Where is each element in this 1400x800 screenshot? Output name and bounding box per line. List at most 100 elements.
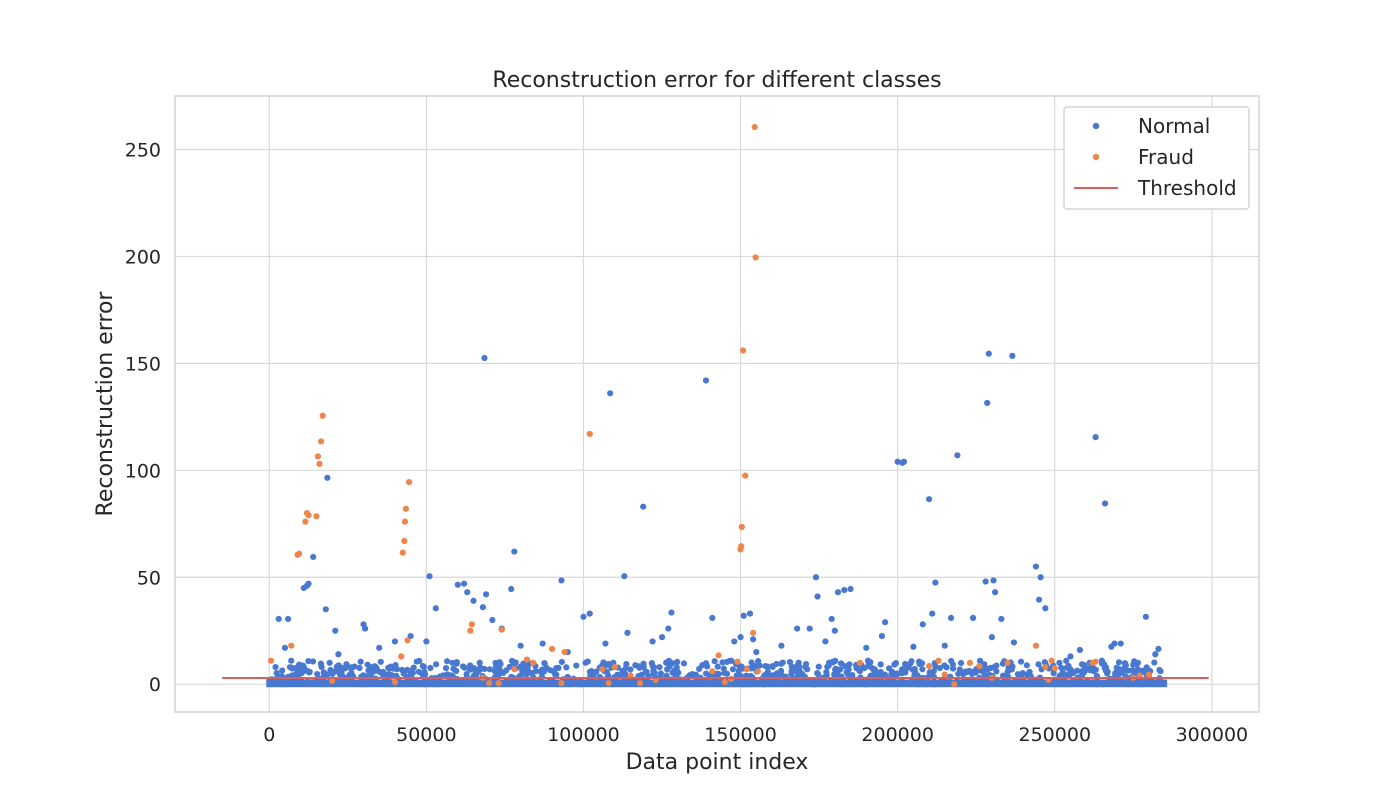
normal-point (806, 625, 813, 632)
normal-point (299, 680, 306, 687)
normal-point (1122, 660, 1129, 668)
normal-point (991, 589, 999, 596)
normal-point (1061, 677, 1069, 685)
normal-point (749, 665, 756, 672)
normal-point (1131, 658, 1138, 665)
normal-point (332, 627, 339, 634)
normal-point (919, 621, 926, 628)
normal-point (814, 593, 821, 600)
fraud-point (401, 518, 409, 525)
fraud-point (302, 518, 309, 525)
normal-point (1092, 434, 1099, 441)
normal-point (1067, 653, 1074, 660)
normal-point (408, 667, 415, 674)
normal-point (380, 668, 387, 676)
normal-point (1100, 681, 1107, 688)
normal-point (985, 350, 992, 357)
normal-point (740, 680, 747, 687)
normal-point (889, 677, 896, 684)
normal-point (898, 667, 905, 674)
normal-point (326, 659, 333, 666)
normal-point (508, 585, 515, 593)
normal-point (1023, 662, 1030, 669)
normal-points (272, 350, 1162, 671)
normal-point (656, 664, 663, 671)
normal-point (1152, 651, 1159, 658)
normal-point (900, 458, 908, 465)
x-tick-label: 50000 (396, 724, 456, 746)
normal-point (272, 677, 279, 685)
fraud-point (495, 680, 502, 687)
normal-point (1074, 667, 1081, 674)
normal-point (957, 659, 965, 667)
normal-point (737, 634, 744, 641)
normal-point (1056, 659, 1063, 666)
normal-point (607, 390, 614, 397)
fraud-point (856, 659, 864, 666)
normal-point (802, 663, 809, 671)
normal-point (1115, 659, 1123, 666)
normal-point (982, 578, 989, 585)
normal-point (832, 666, 839, 674)
normal-point (506, 680, 513, 687)
y-tick-label: 250 (125, 139, 161, 161)
normal-point (1002, 679, 1010, 687)
normal-point (925, 496, 933, 503)
normal-point (1017, 658, 1025, 665)
normal-point (1065, 662, 1072, 670)
normal-point (404, 678, 411, 685)
fraud-point (1004, 659, 1011, 666)
fraud-point (1051, 665, 1058, 672)
fraud-point (405, 478, 413, 486)
normal-point (482, 591, 490, 598)
normal-point (765, 679, 772, 687)
normal-point (788, 671, 795, 678)
fraud-point (314, 453, 322, 460)
normal-point (814, 669, 821, 677)
y-tick-label: 150 (125, 353, 161, 375)
x-tick-label: 150000 (704, 724, 777, 746)
normal-point (988, 680, 995, 688)
normal-point (592, 669, 599, 676)
fraud-point (935, 657, 942, 664)
fraud-point (611, 663, 618, 671)
normal-point (432, 605, 439, 612)
normal-point (573, 662, 580, 669)
normal-point (469, 681, 476, 688)
x-tick-label: 300000 (1176, 724, 1249, 746)
normal-point (1109, 680, 1116, 687)
normal-point (1083, 666, 1090, 673)
fraud-point (605, 680, 612, 687)
normal-point (702, 377, 710, 384)
normal-point (444, 658, 451, 665)
normal-point (981, 671, 988, 678)
normal-point (916, 658, 923, 665)
normal-point (479, 604, 487, 611)
normal-point (746, 610, 754, 617)
normal-point (796, 663, 803, 670)
normal-point (586, 610, 593, 617)
normal-point (415, 668, 422, 675)
normal-point (575, 679, 582, 687)
normal-point (640, 503, 647, 510)
normal-dense-band (266, 657, 1168, 688)
fraud-point (391, 678, 399, 686)
normal-point (324, 474, 331, 481)
fraud-point (399, 549, 406, 556)
normal-point (450, 665, 457, 672)
normal-point (796, 680, 803, 688)
normal-point (563, 664, 570, 671)
normal-point (1113, 664, 1120, 671)
normal-point (558, 577, 565, 584)
normal-point (539, 680, 547, 687)
legend-fraud-marker (1092, 153, 1100, 161)
fraud-point (398, 653, 405, 660)
x-tick-label: 250000 (1019, 724, 1092, 746)
normal-point (605, 660, 612, 668)
normal-point (385, 681, 392, 688)
normal-point (299, 662, 306, 669)
normal-point (419, 662, 426, 670)
normal-point (988, 634, 996, 641)
normal-point (539, 640, 546, 647)
normal-point (356, 664, 363, 672)
